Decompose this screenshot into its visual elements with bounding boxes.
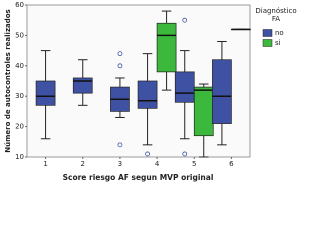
x-tick-label: 4 [155,160,160,168]
box [35,80,56,106]
box [156,22,177,73]
outlier [117,51,123,57]
x-tick-label: 1 [43,160,47,168]
y-tick-label: 50 [15,31,24,39]
y-tick-label: 20 [15,123,24,131]
y-tick-label: 40 [15,62,24,70]
outlier [117,63,123,69]
legend-swatch [262,29,273,37]
outlier [182,17,188,23]
x-tick-label: 2 [81,160,85,168]
box [174,71,195,103]
box [72,77,93,94]
box [212,59,232,124]
y-tick-label: 60 [15,1,24,9]
y-tick-label: 10 [15,153,24,161]
outlier [117,142,123,148]
outlier [182,151,188,157]
x-tick-label: 3 [118,160,122,168]
legend-label: no [275,29,284,37]
x-tick-label: 5 [192,160,196,168]
outlier [145,151,150,157]
y-tick-label: 30 [15,92,24,100]
chart: Número de autocontroles realizados Score… [4,1,297,182]
x-axis-title: Score riesgo AF segun MVP original [63,173,214,182]
y-axis-title: Número de autocontroles realizados [4,9,12,152]
legend-label: si [275,39,281,47]
legend-swatch [262,39,273,47]
x-tick-label: 6 [229,160,234,168]
legend-title: FA [272,15,280,23]
legend-title: Diagnóstico [255,7,296,15]
box [193,86,214,137]
box [137,80,158,109]
